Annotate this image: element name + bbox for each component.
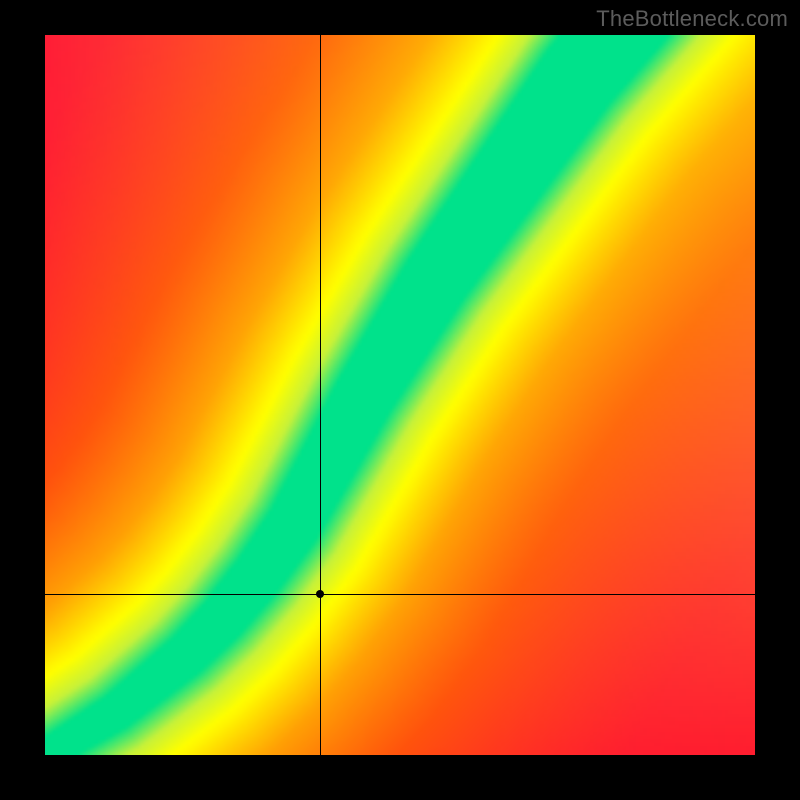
watermark-text: TheBottleneck.com [596, 6, 788, 32]
crosshair-vertical [320, 35, 321, 755]
chart-frame: TheBottleneck.com [0, 0, 800, 800]
heatmap-canvas [45, 35, 755, 755]
crosshair-marker-dot [316, 590, 324, 598]
plot-area [45, 35, 755, 755]
crosshair-horizontal [45, 594, 755, 595]
